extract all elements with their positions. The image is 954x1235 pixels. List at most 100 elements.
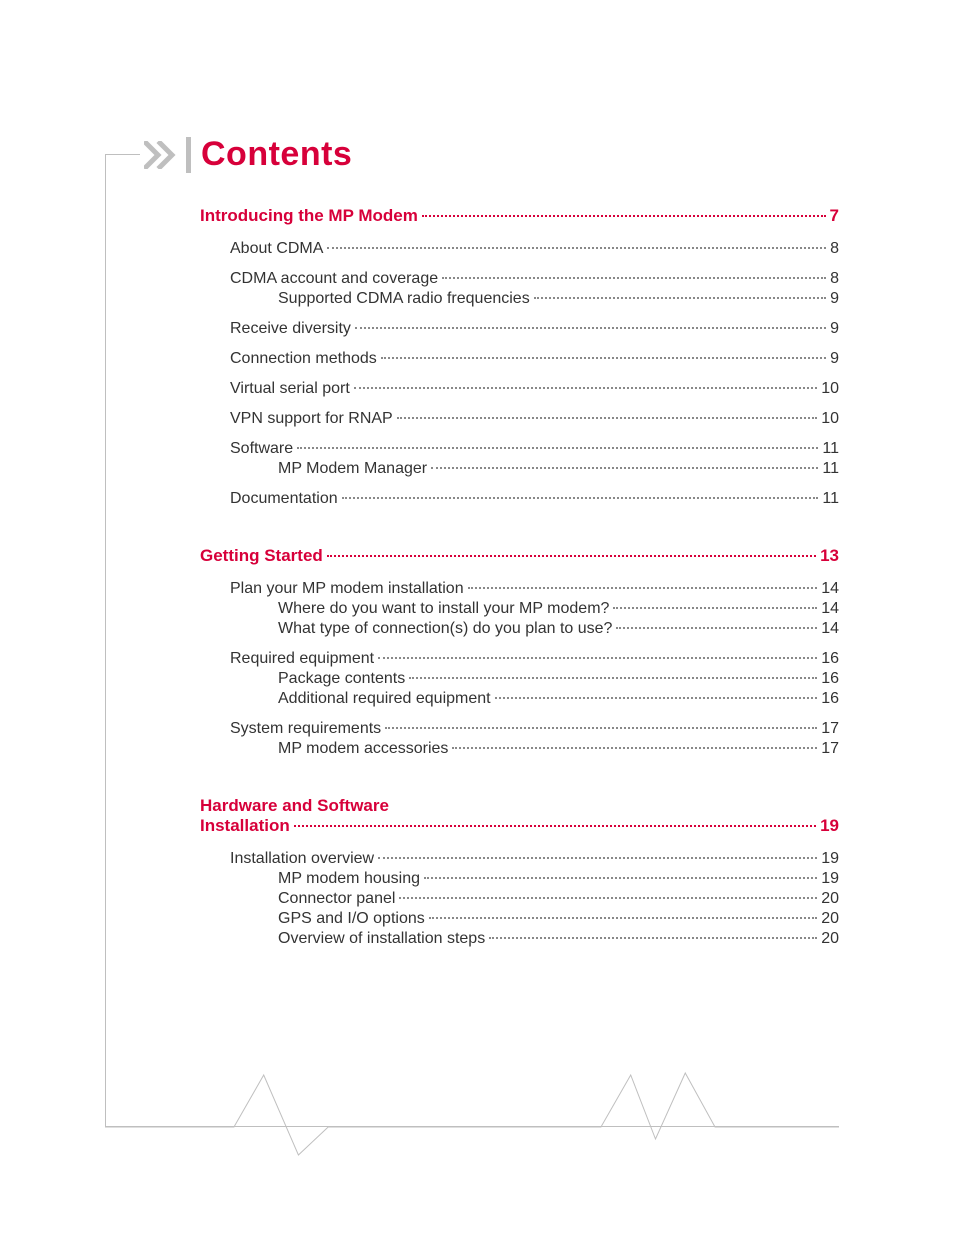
toc-entry-label: Overview of installation steps: [278, 930, 485, 948]
toc-entry-label: Installation overview: [230, 850, 374, 868]
toc-entry-label: Plan your MP modem installation: [230, 580, 464, 598]
toc-entry-group: Connection methods 9: [200, 350, 839, 368]
toc-entry[interactable]: Where do you want to install your MP mod…: [200, 600, 839, 618]
frame-vertical-rule: [105, 155, 106, 1127]
toc-entry[interactable]: What type of connection(s) do you plan t…: [200, 620, 839, 638]
toc-section-heading[interactable]: Introducing the MP Modem7: [200, 206, 839, 226]
toc-entry-group: About CDMA 8: [200, 240, 839, 258]
toc-entry-label: CDMA account and coverage: [230, 270, 438, 288]
dot-leader: [327, 247, 826, 249]
toc-entry-label: What type of connection(s) do you plan t…: [278, 620, 612, 638]
toc-entry[interactable]: Required equipment16: [200, 650, 839, 668]
toc-page-number: 16: [821, 670, 839, 688]
dot-leader: [409, 677, 817, 679]
toc-entry[interactable]: Documentation11: [200, 490, 839, 508]
toc-entry-label: Documentation: [230, 490, 338, 508]
dot-leader: [397, 417, 817, 419]
toc-entry[interactable]: VPN support for RNAP10: [200, 410, 839, 428]
toc-page-number: 11: [822, 440, 839, 458]
toc-entry-group: CDMA account and coverage 8 Supported CDMA…: [200, 270, 839, 308]
toc-entry[interactable]: Connector panel20: [200, 890, 839, 908]
toc-page-number: 20: [821, 890, 839, 908]
toc-entry-label: Software: [230, 440, 293, 458]
toc-entry[interactable]: GPS and I/O options 20: [200, 910, 839, 928]
dot-leader: [385, 727, 817, 729]
toc-entry[interactable]: MP modem accessories17: [200, 740, 839, 758]
toc-section: Getting Started 13 Plan your MP modem inst…: [200, 546, 839, 758]
toc-entry-group: VPN support for RNAP10: [200, 410, 839, 428]
dot-leader: [381, 357, 826, 359]
dot-leader: [354, 387, 817, 389]
dot-leader: [468, 587, 818, 589]
toc-entry-label: MP modem housing: [278, 870, 420, 888]
toc-entry[interactable]: System requirements 17: [200, 720, 839, 738]
dot-leader: [327, 555, 816, 557]
toc-entry[interactable]: Receive diversity9: [200, 320, 839, 338]
toc-page-number: 8: [830, 240, 839, 258]
toc-entry-label: System requirements: [230, 720, 381, 738]
dot-leader: [616, 627, 817, 629]
page-title: Contents: [201, 135, 352, 174]
toc-page-number: 13: [820, 546, 839, 566]
toc-heading-text: Getting Started: [200, 546, 323, 566]
dot-leader: [495, 697, 818, 699]
toc-page-number: 20: [821, 930, 839, 948]
toc-page-number: 14: [821, 620, 839, 638]
toc-entry[interactable]: MP Modem Manager11: [200, 460, 839, 478]
toc-entry[interactable]: Additional required equipment16: [200, 690, 839, 708]
dot-leader: [378, 857, 817, 859]
toc-page-number: 20: [821, 910, 839, 928]
toc-section: Hardware and SoftwareInstallation19Insta…: [200, 796, 839, 948]
toc-entry[interactable]: Plan your MP modem installation14: [200, 580, 839, 598]
table-of-contents: Introducing the MP Modem7About CDMA8CDMA…: [200, 206, 839, 948]
toc-entry-label: VPN support for RNAP: [230, 410, 393, 428]
toc-heading-text: Installation: [200, 816, 290, 836]
toc-page-number: 9: [830, 350, 839, 368]
toc-entry[interactable]: Package contents16: [200, 670, 839, 688]
toc-heading-text: Introducing the MP Modem: [200, 206, 418, 226]
toc-entry-group: Installation overview19 MP modem housing 1…: [200, 850, 839, 948]
toc-entry-group: Software11MP Modem Manager11: [200, 440, 839, 478]
toc-entry-label: MP modem accessories: [278, 740, 448, 758]
toc-page-number: 10: [821, 380, 839, 398]
toc-entry[interactable]: CDMA account and coverage 8: [200, 270, 839, 288]
toc-entry-group: Receive diversity9: [200, 320, 839, 338]
toc-entry[interactable]: Supported CDMA radio frequencies9: [200, 290, 839, 308]
toc-page-number: 14: [821, 600, 839, 618]
dot-leader: [355, 327, 826, 329]
title-connector-rule: [105, 154, 140, 155]
toc-page-number: 8: [830, 270, 839, 288]
toc-entry-label: About CDMA: [230, 240, 323, 258]
dot-leader: [342, 497, 819, 499]
toc-entry-label: Receive diversity: [230, 320, 351, 338]
toc-page-number: 17: [821, 720, 839, 738]
toc-page-number: 19: [821, 870, 839, 888]
dot-leader: [429, 917, 817, 919]
toc-entry-label: GPS and I/O options: [278, 910, 425, 928]
dot-leader: [613, 607, 817, 609]
toc-entry-group: System requirements 17 MP modem accessorie…: [200, 720, 839, 758]
double-chevron-icon: [144, 141, 178, 169]
toc-section-heading[interactable]: Getting Started 13: [200, 546, 839, 566]
toc-entry[interactable]: MP modem housing 19: [200, 870, 839, 888]
dot-leader: [378, 657, 817, 659]
toc-page-number: 16: [821, 690, 839, 708]
dot-leader: [489, 937, 817, 939]
toc-entry-label: Supported CDMA radio frequencies: [278, 290, 530, 308]
toc-section: Introducing the MP Modem7About CDMA8CDMA…: [200, 206, 839, 508]
dot-leader: [424, 877, 817, 879]
toc-page-number: 11: [822, 460, 839, 478]
toc-entry[interactable]: Connection methods 9: [200, 350, 839, 368]
toc-entry[interactable]: Installation overview19: [200, 850, 839, 868]
toc-section-heading[interactable]: Hardware and SoftwareInstallation19: [200, 796, 839, 836]
toc-entry-label: Connection methods: [230, 350, 377, 368]
decorative-wave: [105, 1067, 839, 1157]
toc-entry-group: Plan your MP modem installation14Where d…: [200, 580, 839, 638]
toc-entry[interactable]: Virtual serial port10: [200, 380, 839, 398]
dot-leader: [442, 277, 826, 279]
toc-entry[interactable]: About CDMA 8: [200, 240, 839, 258]
frame-horizontal-rule: [105, 1126, 839, 1127]
dot-leader: [452, 747, 817, 749]
toc-entry[interactable]: Software 11: [200, 440, 839, 458]
toc-entry[interactable]: Overview of installation steps 20: [200, 930, 839, 948]
